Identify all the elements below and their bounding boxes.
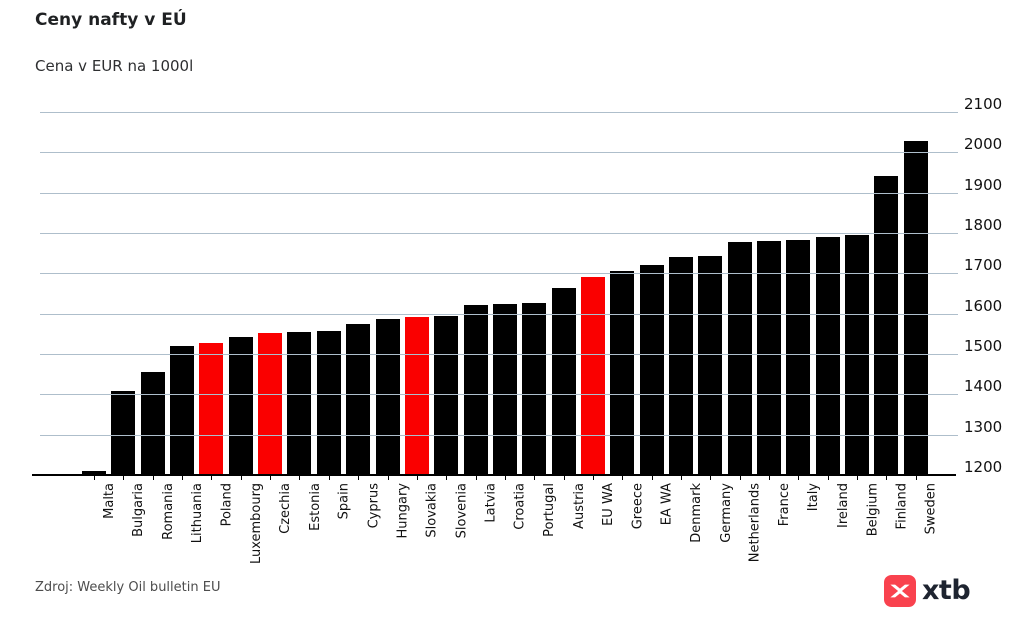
chart-bar-netherlands (727, 241, 752, 475)
x-axis-tick (739, 476, 741, 480)
x-axis-tick (798, 476, 800, 480)
y-axis-label-1700: 1700 (964, 256, 1003, 275)
chart-bar-spain (316, 331, 341, 475)
chart-bar-austria (551, 288, 576, 475)
y-axis-label-1200: 1200 (964, 458, 1003, 476)
x-axis-tick (563, 476, 565, 480)
chart-bar-italy (786, 240, 811, 475)
x-axis-tick (182, 476, 184, 480)
gridline-1400 (40, 394, 958, 396)
x-axis-tick (123, 476, 125, 480)
x-axis-tick (827, 476, 829, 480)
chart-subtitle: Cena v EUR na 1000l (35, 57, 194, 75)
chart-bar-luxembourg (228, 336, 253, 475)
y-axis-label-1600: 1600 (964, 296, 1003, 315)
x-axis-tick (446, 476, 448, 480)
chart-bar-france (757, 241, 782, 475)
chart-bar-malta (82, 470, 106, 475)
chart-bar-eu-wa (580, 276, 605, 475)
chart-bar-sweden (903, 141, 928, 475)
chart-bar-portugal (522, 303, 547, 475)
x-axis-tick (857, 476, 859, 480)
chart-bar-greece (610, 270, 635, 475)
y-axis-label-1400: 1400 (964, 377, 1003, 396)
xtb-logo-icon (884, 575, 916, 607)
chart-bar-lithuania (170, 346, 195, 475)
chart-title: Ceny nafty v EÚ (35, 10, 187, 30)
gridline-1800 (40, 233, 958, 234)
x-axis-tick (387, 476, 389, 480)
gridline-1300 (40, 434, 958, 436)
x-axis-tick (504, 476, 506, 480)
x-axis-tick (328, 476, 330, 480)
x-axis-tick (710, 476, 712, 480)
chart-bar-latvia (463, 305, 488, 475)
x-axis-line (32, 474, 956, 476)
y-axis-label-1800: 1800 (964, 216, 1003, 234)
x-axis-tick (681, 476, 682, 480)
chart-bar-cyprus (346, 324, 371, 475)
chart-bar-germany (698, 255, 723, 475)
chart-bar-slovakia (404, 317, 429, 475)
xtb-logo: xtb (884, 575, 971, 607)
x-axis-tick (94, 476, 95, 480)
gridline-1900 (40, 192, 958, 194)
x-axis-tick (886, 476, 888, 480)
gridline-2100 (40, 112, 958, 113)
gridline-1500 (40, 354, 958, 355)
x-axis-tick (622, 476, 624, 480)
x-axis-tick (592, 476, 594, 480)
chart-bar-belgium (845, 235, 870, 475)
chart-bar-hungary (375, 318, 400, 475)
y-axis-label-2000: 2000 (964, 135, 1003, 154)
x-axis-tick (416, 476, 418, 480)
chart-bar-poland (199, 343, 224, 475)
gridline-2000 (40, 152, 958, 154)
x-axis-tick (358, 476, 360, 480)
x-axis-tick (270, 476, 272, 480)
chart-bar-estonia (287, 332, 312, 475)
chart-bar-finland (874, 176, 899, 475)
source-note: Zdroj: Weekly Oil bulletin EU (35, 580, 221, 595)
chart-bar-denmark (669, 257, 693, 475)
y-axis-label-1500: 1500 (964, 337, 1003, 355)
y-axis-label-1900: 1900 (964, 175, 1003, 194)
y-axis-label-2100: 2100 (964, 95, 1003, 113)
gridline-1600 (40, 313, 958, 315)
chart-bar-bulgaria (111, 390, 136, 475)
x-axis-tick (240, 476, 242, 480)
x-axis-tick (915, 476, 917, 480)
y-axis-label-1300: 1300 (964, 417, 1003, 436)
chart-bar-ea-wa (639, 264, 664, 475)
x-axis-tick (534, 476, 536, 480)
xtb-logo-text: xtb (922, 575, 971, 606)
x-axis-tick (475, 476, 477, 480)
x-axis-tick (299, 476, 301, 480)
x-axis-tick (769, 476, 771, 480)
chart-bar-slovenia (434, 316, 459, 475)
gridline-1700 (40, 273, 958, 275)
x-axis-tick (211, 476, 213, 480)
x-axis-tick (152, 476, 154, 480)
x-axis-tick (651, 476, 653, 480)
chart-bar-czechia (258, 333, 283, 475)
chart-bar-romania (140, 371, 165, 475)
chart-bar-croatia (492, 304, 517, 475)
